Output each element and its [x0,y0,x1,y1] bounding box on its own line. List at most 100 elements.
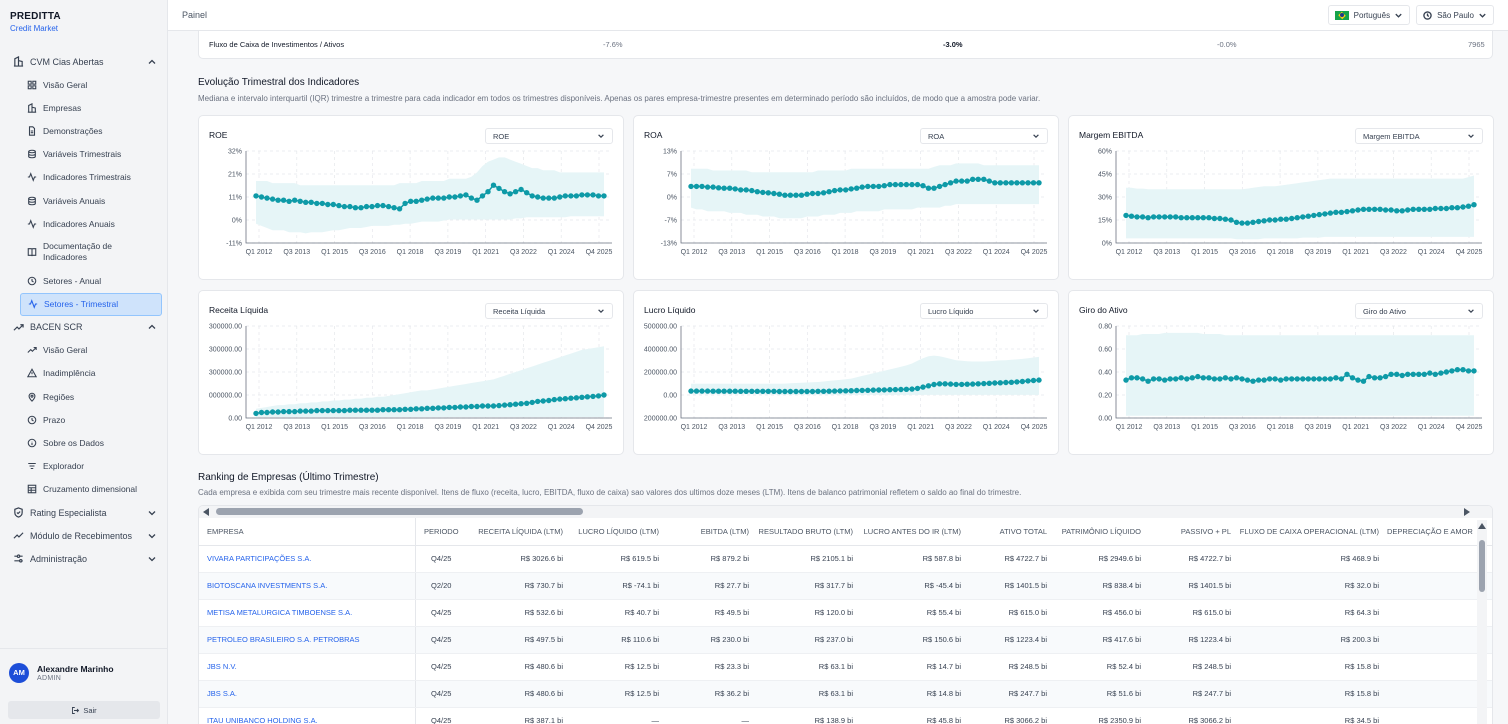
median-point[interactable] [374,407,381,413]
median-point[interactable] [699,183,705,190]
median-point[interactable] [352,205,359,211]
median-point[interactable] [1244,377,1251,383]
median-point[interactable] [914,181,921,188]
median-point[interactable] [363,203,370,210]
median-point[interactable] [760,189,766,196]
median-point[interactable] [782,388,788,395]
column-header[interactable]: Patrimônio Líquido [1051,518,1145,546]
median-point[interactable] [363,407,370,413]
sidebar-item[interactable]: Empresas [20,96,162,119]
median-point[interactable] [1156,214,1162,220]
median-point[interactable] [1145,215,1151,221]
median-point[interactable] [258,409,265,416]
median-point[interactable] [1200,215,1206,221]
median-point[interactable] [1167,376,1173,382]
median-point[interactable] [997,380,1003,386]
median-point[interactable] [308,408,314,414]
median-point[interactable] [573,193,580,199]
median-point[interactable] [1030,180,1037,186]
median-point[interactable] [419,406,425,412]
median-point[interactable] [1217,376,1223,382]
median-point[interactable] [848,186,854,192]
median-point[interactable] [1139,214,1146,220]
median-point[interactable] [512,189,519,195]
median-point[interactable] [1460,204,1466,210]
median-point[interactable] [524,400,530,406]
median-point[interactable] [749,388,755,394]
median-point[interactable] [1123,377,1129,383]
median-point[interactable] [292,197,298,203]
median-point[interactable] [848,388,854,394]
median-point[interactable] [275,409,281,415]
median-point[interactable] [1410,371,1416,377]
indicator-select[interactable]: ROA [920,128,1048,144]
median-point[interactable] [1134,214,1140,220]
median-point[interactable] [1327,376,1334,382]
median-point[interactable] [1405,371,1411,377]
median-point[interactable] [1189,215,1195,221]
median-point[interactable] [1316,211,1322,218]
median-point[interactable] [992,180,998,186]
sidebar-item[interactable]: Variáveis Trimestrais [20,143,162,166]
median-point[interactable] [286,408,292,415]
median-point[interactable] [1030,377,1037,384]
median-point[interactable] [474,197,480,203]
median-point[interactable] [1134,375,1140,381]
median-point[interactable] [738,388,744,394]
horizontal-scroll-thumb[interactable] [216,508,583,515]
median-point[interactable] [837,388,843,394]
median-point[interactable] [959,381,965,388]
median-point[interactable] [535,398,541,405]
median-point[interactable] [1300,376,1306,382]
median-point[interactable] [715,185,722,191]
median-point[interactable] [396,407,403,413]
median-point[interactable] [820,190,827,196]
median-point[interactable] [330,407,336,414]
median-point[interactable] [341,407,348,414]
median-point[interactable] [1156,376,1162,382]
median-point[interactable] [1421,206,1427,212]
sidebar-group[interactable]: Rating Especialista [0,501,167,524]
median-point[interactable] [562,193,568,199]
median-point[interactable] [1014,379,1020,385]
median-point[interactable] [1449,205,1455,211]
median-point[interactable] [920,384,926,390]
median-point[interactable] [1272,217,1278,223]
median-point[interactable] [573,395,580,401]
median-point[interactable] [1449,368,1455,374]
median-point[interactable] [385,407,392,413]
column-header[interactable]: Lucro Antes do IR (LTM) [857,518,965,546]
median-point[interactable] [1443,369,1450,375]
median-point[interactable] [269,409,276,415]
median-point[interactable] [887,387,893,393]
table-row[interactable]: METISA METALURGICA TIMBOENSE S.A. Q4/25 R$… [199,599,1492,627]
median-point[interactable] [1150,214,1157,220]
median-point[interactable] [727,185,733,191]
median-point[interactable] [953,178,959,184]
median-point[interactable] [997,180,1003,186]
median-point[interactable] [540,398,546,404]
median-point[interactable] [959,178,965,184]
median-point[interactable] [738,187,744,193]
median-point[interactable] [435,405,441,411]
median-point[interactable] [743,187,749,193]
sidebar-group[interactable]: Administração [0,547,167,570]
median-point[interactable] [688,183,694,190]
timezone-select[interactable]: São Paulo [1416,5,1494,25]
median-point[interactable] [496,185,502,192]
median-point[interactable] [529,399,535,406]
horizontal-scrollbar[interactable] [199,506,1492,518]
sidebar-item[interactable]: Regiões [20,385,162,408]
company-link[interactable]: JBS S.A. [199,680,416,708]
median-point[interactable] [749,187,755,194]
median-point[interactable] [1377,206,1383,212]
median-point[interactable] [1178,375,1184,381]
median-point[interactable] [358,205,364,211]
median-point[interactable] [557,194,563,200]
median-point[interactable] [793,388,799,395]
median-point[interactable] [831,187,838,194]
median-point[interactable] [258,194,265,200]
median-point[interactable] [1432,371,1438,377]
median-point[interactable] [369,407,375,413]
median-point[interactable] [1394,208,1400,214]
